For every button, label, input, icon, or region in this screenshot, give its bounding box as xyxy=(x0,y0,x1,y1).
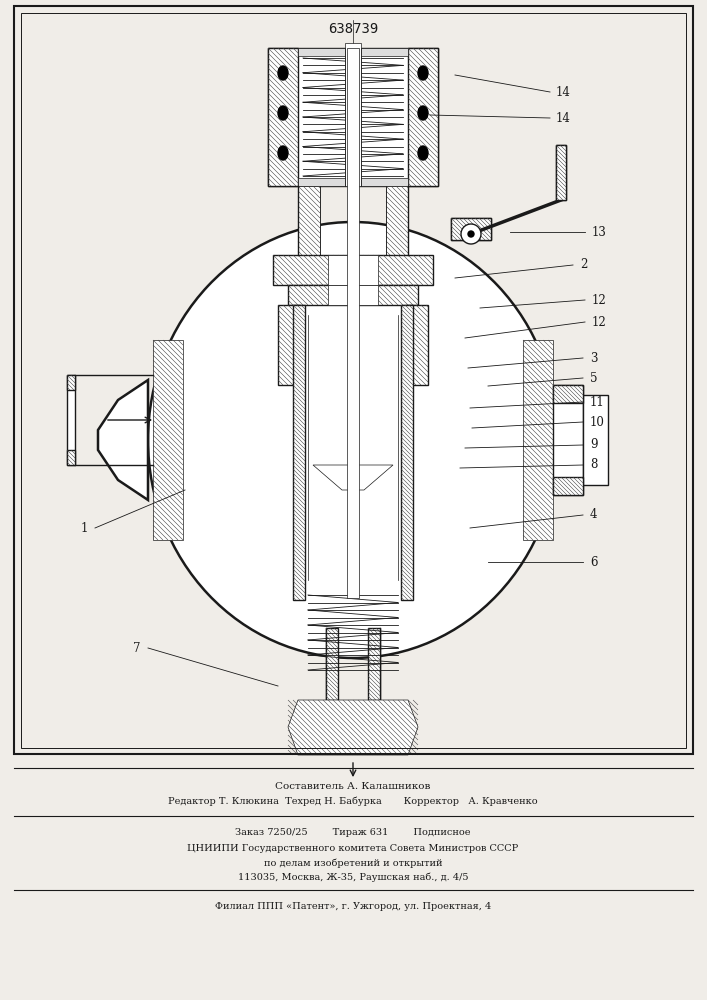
Text: 7: 7 xyxy=(132,642,140,654)
Polygon shape xyxy=(288,700,418,755)
Bar xyxy=(583,395,608,485)
Circle shape xyxy=(468,231,474,237)
Bar xyxy=(268,48,438,186)
Bar xyxy=(278,305,300,385)
Bar xyxy=(288,285,418,305)
Ellipse shape xyxy=(148,222,558,658)
Text: 5: 5 xyxy=(590,371,597,384)
Text: 14: 14 xyxy=(556,111,571,124)
Text: 4: 4 xyxy=(590,508,597,522)
Text: 14: 14 xyxy=(556,86,571,99)
Text: 13: 13 xyxy=(592,226,607,238)
Bar xyxy=(326,628,338,700)
Text: ЦНИИПИ Государственного комитета Совета Министров СССР: ЦНИИПИ Государственного комитета Совета … xyxy=(187,844,519,853)
Text: 113035, Москва, Ж-35, Раушская наб., д. 4/5: 113035, Москва, Ж-35, Раушская наб., д. … xyxy=(238,872,468,882)
Text: по делам изобретений и открытий: по делам изобретений и открытий xyxy=(264,858,443,867)
Bar xyxy=(67,375,75,465)
Bar xyxy=(553,477,583,495)
Bar xyxy=(273,255,433,285)
Text: 11: 11 xyxy=(590,395,604,408)
Text: Редактор Т. Клюкина  Техред Н. Бабурка       Корректор   А. Кравченко: Редактор Т. Клюкина Техред Н. Бабурка Ко… xyxy=(168,797,538,806)
Bar xyxy=(556,145,566,200)
Circle shape xyxy=(461,224,481,244)
Bar xyxy=(268,48,298,186)
Ellipse shape xyxy=(278,146,288,160)
Bar xyxy=(408,48,438,186)
Polygon shape xyxy=(153,340,183,540)
Bar xyxy=(328,255,378,285)
Bar xyxy=(406,305,428,385)
Text: 1: 1 xyxy=(81,522,88,534)
Polygon shape xyxy=(298,186,320,255)
Bar xyxy=(14,6,693,754)
Text: 638739: 638739 xyxy=(328,22,378,36)
Bar xyxy=(298,48,408,56)
Bar xyxy=(67,375,75,390)
Bar xyxy=(67,450,75,465)
Text: Составитель А. Калашников: Составитель А. Калашников xyxy=(275,782,431,791)
Polygon shape xyxy=(523,340,553,540)
Text: 12: 12 xyxy=(592,294,607,306)
Text: Филиал ППП «Патент», г. Ужгород, ул. Проектная, 4: Филиал ППП «Патент», г. Ужгород, ул. Про… xyxy=(215,902,491,911)
Bar xyxy=(298,178,408,186)
Text: 8: 8 xyxy=(590,458,597,472)
Text: 3: 3 xyxy=(590,352,597,364)
Bar xyxy=(451,218,491,240)
Bar xyxy=(368,628,380,700)
Ellipse shape xyxy=(418,146,428,160)
Bar xyxy=(451,218,491,240)
Polygon shape xyxy=(313,465,393,490)
Bar xyxy=(293,305,305,600)
Polygon shape xyxy=(386,186,408,255)
Bar xyxy=(328,285,378,305)
Bar xyxy=(347,48,359,598)
Text: 2: 2 xyxy=(580,258,588,271)
Ellipse shape xyxy=(278,106,288,120)
Ellipse shape xyxy=(278,66,288,80)
Text: 10: 10 xyxy=(590,416,605,428)
Polygon shape xyxy=(98,380,148,500)
Ellipse shape xyxy=(418,66,428,80)
Bar xyxy=(553,385,583,403)
Text: 6: 6 xyxy=(590,556,597,568)
Ellipse shape xyxy=(418,106,428,120)
Bar xyxy=(553,385,583,495)
Bar xyxy=(345,43,361,186)
Text: 12: 12 xyxy=(592,316,607,328)
Bar xyxy=(21,13,686,748)
Text: Заказ 7250/25        Тираж 631        Подписное: Заказ 7250/25 Тираж 631 Подписное xyxy=(235,828,471,837)
Bar xyxy=(401,305,413,600)
Text: 9: 9 xyxy=(590,438,597,452)
Bar xyxy=(556,145,566,200)
